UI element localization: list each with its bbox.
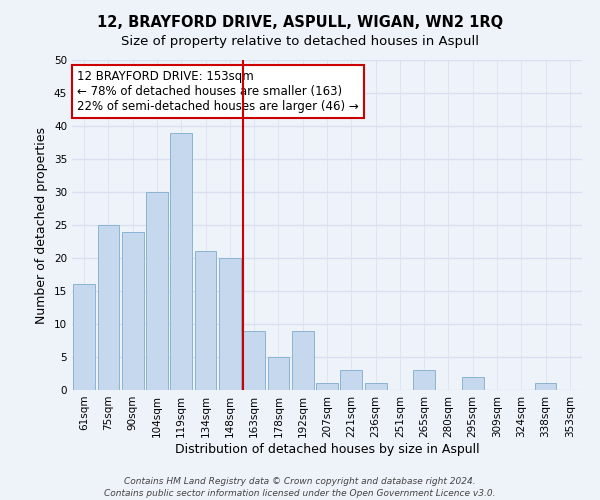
Text: Size of property relative to detached houses in Aspull: Size of property relative to detached ho…: [121, 35, 479, 48]
Bar: [243, 330, 265, 390]
Bar: [268, 357, 289, 390]
Text: 12, BRAYFORD DRIVE, ASPULL, WIGAN, WN2 1RQ: 12, BRAYFORD DRIVE, ASPULL, WIGAN, WN2 1…: [97, 15, 503, 30]
Bar: [146, 192, 168, 390]
Bar: [535, 384, 556, 390]
Bar: [194, 252, 217, 390]
Bar: [122, 232, 143, 390]
Y-axis label: Number of detached properties: Number of detached properties: [35, 126, 49, 324]
Bar: [365, 384, 386, 390]
Bar: [462, 377, 484, 390]
Bar: [292, 330, 314, 390]
Bar: [219, 258, 241, 390]
Text: 12 BRAYFORD DRIVE: 153sqm
← 78% of detached houses are smaller (163)
22% of semi: 12 BRAYFORD DRIVE: 153sqm ← 78% of detac…: [77, 70, 359, 113]
Bar: [340, 370, 362, 390]
Bar: [316, 384, 338, 390]
Bar: [73, 284, 95, 390]
Bar: [97, 225, 119, 390]
X-axis label: Distribution of detached houses by size in Aspull: Distribution of detached houses by size …: [175, 442, 479, 456]
Bar: [413, 370, 435, 390]
Text: Contains HM Land Registry data © Crown copyright and database right 2024.
Contai: Contains HM Land Registry data © Crown c…: [104, 476, 496, 498]
Bar: [170, 132, 192, 390]
